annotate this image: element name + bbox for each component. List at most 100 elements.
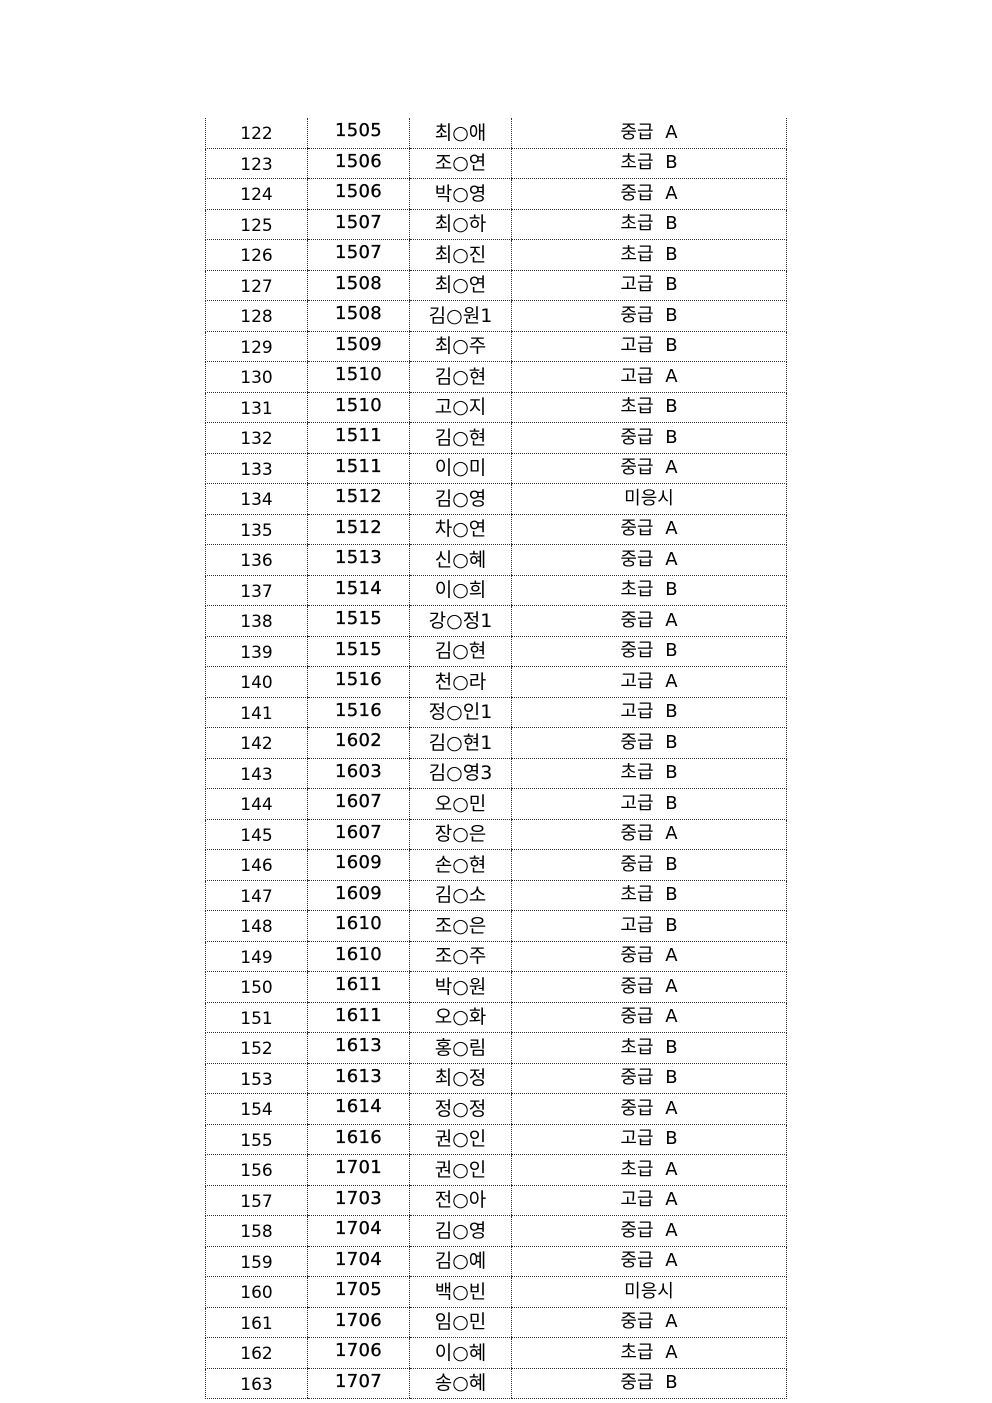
row-number-cell: 159 bbox=[205, 1246, 308, 1277]
row-number-cell: 149 bbox=[205, 941, 308, 972]
table-row: 133 1511 이○미 중급 A bbox=[205, 453, 787, 484]
row-number-cell: 155 bbox=[205, 1124, 308, 1155]
table-row: 137 1514 이○희 초급 B bbox=[205, 575, 787, 606]
student-id-cell: 1607 bbox=[307, 819, 410, 850]
student-name-cell: 최○주 bbox=[409, 331, 512, 362]
student-name-cell: 신○혜 bbox=[409, 544, 512, 576]
student-name-cell: 김○원1 bbox=[409, 300, 512, 332]
student-id-cell: 1513 bbox=[307, 544, 410, 576]
student-id-cell: 1602 bbox=[307, 727, 410, 759]
level-result-cell: 고급 B bbox=[511, 697, 787, 728]
level-result-cell: 중급 A bbox=[511, 118, 787, 149]
row-number-cell: 153 bbox=[205, 1063, 308, 1094]
student-id-cell: 1603 bbox=[307, 758, 410, 789]
table-row: 130 1510 김○현 고급 A bbox=[205, 361, 787, 393]
student-id-cell: 1613 bbox=[307, 1032, 410, 1064]
table-row: 132 1511 김○현 중급 B bbox=[205, 422, 787, 454]
row-number-cell: 125 bbox=[205, 209, 308, 240]
row-number-cell: 157 bbox=[205, 1185, 308, 1216]
student-id-cell: 1516 bbox=[307, 697, 410, 728]
student-name-cell: 권○인 bbox=[409, 1124, 512, 1155]
student-id-cell: 1609 bbox=[307, 880, 410, 911]
row-number-cell: 148 bbox=[205, 910, 308, 942]
table-row: 128 1508 김○원1 중급 B bbox=[205, 300, 787, 332]
student-id-cell: 1512 bbox=[307, 514, 410, 545]
student-id-cell: 1516 bbox=[307, 666, 410, 698]
table-row: 146 1609 손○현 중급 B bbox=[205, 849, 787, 881]
student-id-cell: 1610 bbox=[307, 941, 410, 972]
student-name-cell: 김○소 bbox=[409, 880, 512, 911]
level-result-cell: 초급 B bbox=[511, 758, 787, 789]
student-name-cell: 강○정1 bbox=[409, 605, 512, 637]
student-name-cell: 김○예 bbox=[409, 1246, 512, 1277]
table-row: 156 1701 권○인 초급 A bbox=[205, 1154, 787, 1186]
table-body: 122 1505 최○애 중급 A 123 1506 조○연 초급 B 124 1506 박○영 중급… bbox=[205, 118, 787, 1399]
level-result-cell: 초급 A bbox=[511, 1154, 787, 1186]
results-table: 122 1505 최○애 중급 A 123 1506 조○연 초급 B 124 1506 박○영 중급… bbox=[205, 118, 787, 1399]
row-number-cell: 140 bbox=[205, 666, 308, 698]
student-name-cell: 정○인1 bbox=[409, 697, 512, 728]
level-result-cell: 고급 A bbox=[511, 666, 787, 698]
row-number-cell: 163 bbox=[205, 1368, 308, 1399]
level-result-cell: 고급 B bbox=[511, 910, 787, 942]
student-name-cell: 김○현1 bbox=[409, 727, 512, 759]
row-number-cell: 127 bbox=[205, 270, 308, 301]
student-name-cell: 손○현 bbox=[409, 849, 512, 881]
table-row: 143 1603 김○영3 초급 B bbox=[205, 758, 787, 789]
student-name-cell: 정○정 bbox=[409, 1093, 512, 1125]
student-id-cell: 1614 bbox=[307, 1093, 410, 1125]
student-id-cell: 1611 bbox=[307, 1002, 410, 1033]
table-row: 123 1506 조○연 초급 B bbox=[205, 148, 787, 179]
table-row: 131 1510 고○지 초급 B bbox=[205, 392, 787, 423]
student-id-cell: 1706 bbox=[307, 1337, 410, 1369]
row-number-cell: 145 bbox=[205, 819, 308, 850]
level-result-cell: 중급 A bbox=[511, 971, 787, 1003]
level-result-cell: 중급 A bbox=[511, 1246, 787, 1277]
student-id-cell: 1609 bbox=[307, 849, 410, 881]
table-row: 139 1515 김○현 중급 B bbox=[205, 636, 787, 667]
level-result-cell: 중급 A bbox=[511, 1215, 787, 1247]
student-name-cell: 김○영 bbox=[409, 483, 512, 515]
level-result-cell: 고급 B bbox=[511, 270, 787, 301]
student-name-cell: 천○라 bbox=[409, 666, 512, 698]
student-id-cell: 1508 bbox=[307, 270, 410, 301]
level-result-cell: 중급 A bbox=[511, 1093, 787, 1125]
table-row: 155 1616 권○인 고급 B bbox=[205, 1124, 787, 1155]
table-row: 127 1508 최○연 고급 B bbox=[205, 270, 787, 301]
row-number-cell: 137 bbox=[205, 575, 308, 606]
row-number-cell: 151 bbox=[205, 1002, 308, 1033]
student-name-cell: 최○하 bbox=[409, 209, 512, 240]
student-name-cell: 전○아 bbox=[409, 1185, 512, 1216]
student-name-cell: 오○민 bbox=[409, 788, 512, 820]
table-row: 151 1611 오○화 중급 A bbox=[205, 1002, 787, 1033]
student-name-cell: 송○혜 bbox=[409, 1368, 512, 1399]
row-number-cell: 138 bbox=[205, 605, 308, 637]
table-row: 153 1613 최○정 중급 B bbox=[205, 1063, 787, 1094]
student-id-cell: 1510 bbox=[307, 361, 410, 393]
level-result-cell: 미응시 bbox=[511, 483, 787, 515]
student-name-cell: 권○인 bbox=[409, 1154, 512, 1186]
student-id-cell: 1511 bbox=[307, 422, 410, 454]
student-id-cell: 1704 bbox=[307, 1215, 410, 1247]
student-name-cell: 김○현 bbox=[409, 636, 512, 667]
table-row: 144 1607 오○민 고급 B bbox=[205, 788, 787, 820]
student-name-cell: 오○화 bbox=[409, 1002, 512, 1033]
level-result-cell: 중급 B bbox=[511, 422, 787, 454]
row-number-cell: 135 bbox=[205, 514, 308, 545]
row-number-cell: 154 bbox=[205, 1093, 308, 1125]
student-name-cell: 임○민 bbox=[409, 1307, 512, 1338]
student-name-cell: 차○연 bbox=[409, 514, 512, 545]
student-id-cell: 1508 bbox=[307, 300, 410, 332]
level-result-cell: 고급 A bbox=[511, 361, 787, 393]
row-number-cell: 147 bbox=[205, 880, 308, 911]
row-number-cell: 139 bbox=[205, 636, 308, 667]
row-number-cell: 146 bbox=[205, 849, 308, 881]
student-id-cell: 1515 bbox=[307, 636, 410, 667]
level-result-cell: 중급 A bbox=[511, 1307, 787, 1338]
table-row: 145 1607 장○은 중급 A bbox=[205, 819, 787, 850]
table-row: 160 1705 백○빈 미응시 bbox=[205, 1276, 787, 1308]
row-number-cell: 126 bbox=[205, 239, 308, 271]
table-row: 142 1602 김○현1 중급 B bbox=[205, 727, 787, 759]
row-number-cell: 123 bbox=[205, 148, 308, 179]
level-result-cell: 초급 A bbox=[511, 1337, 787, 1369]
